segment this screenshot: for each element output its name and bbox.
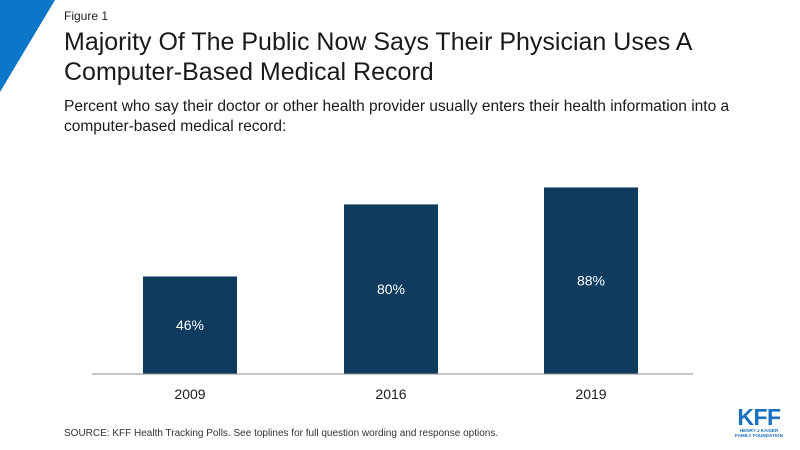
figure-label: Figure 1 xyxy=(64,9,109,23)
x-tick-2009: 2009 xyxy=(174,386,205,402)
brand-corner-triangle xyxy=(0,0,55,92)
chart-title: Majority Of The Public Now Says Their Ph… xyxy=(64,28,692,86)
kff-logo: KFF HENRY J KAISER FAMILY FOUNDATION xyxy=(732,404,786,439)
data-label-2009: 46% xyxy=(176,317,204,333)
logo-wordmark: KFF xyxy=(737,404,781,430)
chart-subtitle: Percent who say their doctor or other he… xyxy=(64,98,730,135)
x-tick-2019: 2019 xyxy=(575,386,606,402)
x-tick-2016: 2016 xyxy=(375,386,406,402)
data-label-2016: 80% xyxy=(377,281,405,297)
bar-2019 xyxy=(544,187,638,374)
data-label-2019: 88% xyxy=(577,273,605,289)
bar-2016 xyxy=(344,204,438,374)
logo-line-2: FAMILY FOUNDATION xyxy=(735,433,783,438)
bar-2009 xyxy=(143,276,237,374)
logo-line-1: HENRY J KAISER xyxy=(739,428,779,433)
source-note: SOURCE: KFF Health Tracking Polls. See t… xyxy=(64,428,499,439)
